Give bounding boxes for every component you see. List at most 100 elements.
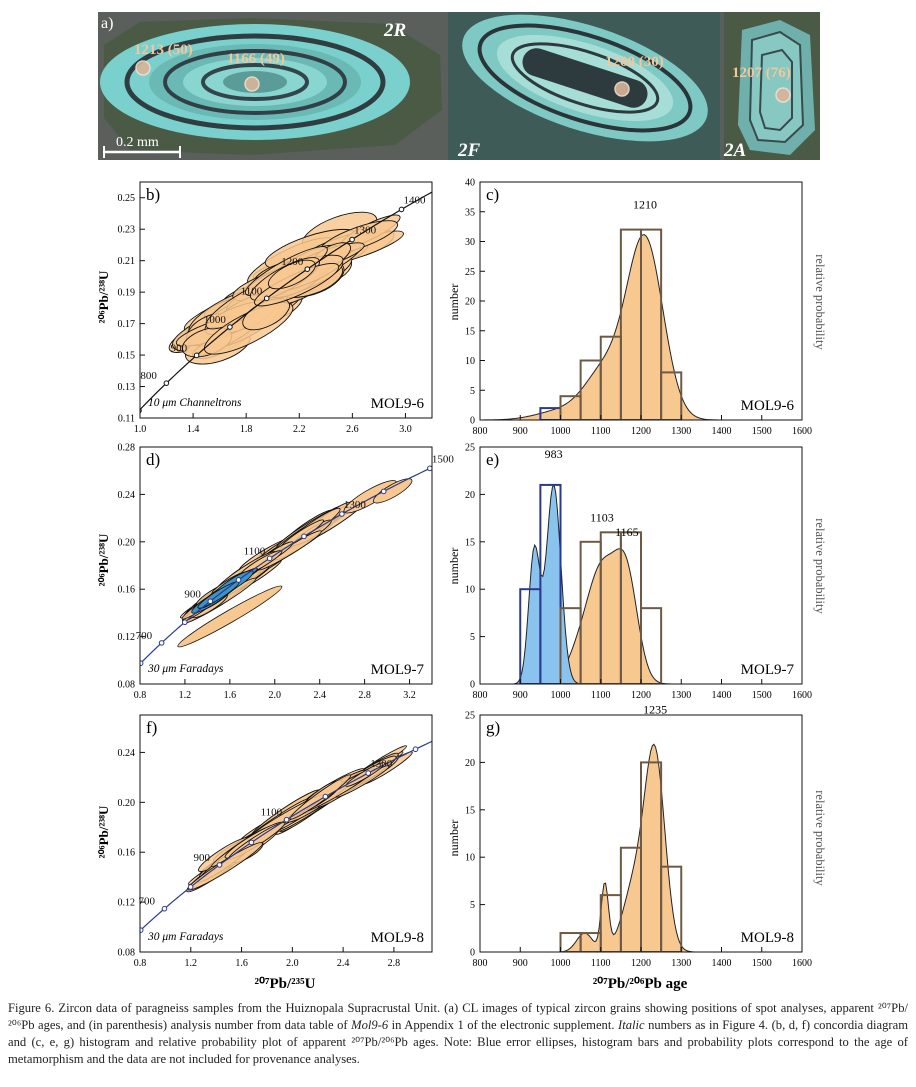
- spot-label-1213: 1213 (50): [134, 42, 193, 58]
- concordia-age-label: 1000: [204, 314, 227, 326]
- x-tick-label: 800: [473, 426, 488, 437]
- y-title-d: ²⁰⁶Pb/²³⁸U: [96, 533, 111, 586]
- chart-d: 700 900 1100 1300 1500 30 μm Faradays 0.8 1.2 1.…: [118, 443, 455, 702]
- y-tick-label: 0: [470, 948, 475, 959]
- x-tick-label: 1.2: [185, 958, 198, 969]
- grain-2f-image: [448, 12, 720, 160]
- histogram-bar: [640, 761, 663, 952]
- x-tick-label: 1.6: [224, 690, 237, 701]
- concordia-age-label: 900: [194, 852, 211, 864]
- concordia-age-marker: [465, 723, 470, 728]
- concordia-age-label: 700: [138, 896, 155, 908]
- sample-label: MOL9-6: [371, 396, 425, 412]
- y-tick-label: 0.08: [118, 948, 136, 959]
- panel-label: f): [146, 718, 157, 737]
- y-tick-label: 15: [465, 537, 475, 548]
- y-tick-label: 40: [465, 178, 475, 189]
- x-tick-label: 1600: [792, 426, 812, 437]
- y-tick-label: 0.25: [118, 193, 136, 204]
- x-title-hist: ²⁰⁷Pb/²⁰⁶Pb age: [593, 976, 688, 992]
- x-tick-label: 900: [513, 690, 528, 701]
- concordia-age-marker: [454, 177, 459, 182]
- spot-1200: [614, 81, 630, 97]
- spot-label-1207: 1207 (76): [732, 65, 791, 81]
- figure: a) 1213 (50) 1166 (49) 1200 (30) 1207 (7…: [96, 12, 827, 992]
- sample-label: MOL9-7: [371, 662, 425, 678]
- concordia-age-marker: [158, 640, 165, 646]
- grain-label-2a: 2A: [723, 140, 746, 161]
- panel-a: a) 1213 (50) 1166 (49) 1200 (30) 1207 (7…: [98, 12, 820, 161]
- concordia-age-marker: [304, 266, 311, 272]
- y-tick-label: 25: [465, 443, 475, 454]
- x-tick-label: 2.0: [269, 690, 282, 701]
- x-tick-label: 1500: [752, 958, 772, 969]
- spot-1207: [775, 87, 791, 103]
- x-tick-label: 2.8: [358, 690, 371, 701]
- prob-title-c: relative probability: [813, 254, 827, 350]
- concordia-age-marker: [161, 905, 168, 912]
- peak-age-label: 1235: [643, 703, 667, 717]
- x-tick-label: 1500: [752, 690, 772, 701]
- x-tick-label: 1200: [631, 690, 651, 701]
- concordia-age-marker: [283, 816, 290, 823]
- x-tick-label: 1100: [591, 426, 611, 437]
- y-tick-label: 0.11: [118, 414, 135, 425]
- caption-part-2: in Appendix 1 of the electronic suppleme…: [388, 1018, 618, 1032]
- x-tick-label: 1500: [752, 426, 772, 437]
- x-tick-label: 1300: [671, 958, 691, 969]
- plot-frame: [139, 714, 433, 953]
- y-tick-label: 0.15: [118, 351, 136, 362]
- concordia-age-marker: [339, 511, 345, 517]
- plot-area-b: [112, 177, 459, 440]
- y-tick-label: 10: [465, 853, 475, 864]
- x-tick-label: 1.0: [134, 424, 147, 435]
- y-tick-label: 0.20: [118, 537, 136, 548]
- concordia-age-marker: [140, 927, 144, 933]
- x-tick-label: 2.8: [388, 958, 401, 969]
- concordia-age-label: 1100: [241, 285, 263, 297]
- spot-1166: [244, 76, 260, 92]
- x-tick-label: 2.4: [337, 958, 350, 969]
- spot-1213: [135, 60, 151, 76]
- prob-title-e: relative probability: [813, 518, 827, 614]
- x-tick-label: 1200: [631, 958, 651, 969]
- concordia-age-marker: [266, 555, 273, 562]
- panel-label: c): [486, 185, 499, 204]
- y-tick-label: 10: [465, 356, 475, 367]
- y-tick-label: 0.19: [118, 288, 136, 299]
- x-tick-label: 2.0: [286, 958, 299, 969]
- method-note: 30 μm Faradays: [147, 663, 224, 675]
- concordia-age-marker: [112, 435, 117, 440]
- concordia-age-marker: [181, 619, 188, 626]
- figure-caption: Figure 6. Zircon data of paragneiss samp…: [8, 1000, 908, 1068]
- concordia-age-marker: [427, 465, 432, 472]
- concordia-age-marker: [227, 324, 233, 330]
- scale-bar: 0.2 mm: [103, 135, 181, 158]
- sample-label: MOL9-7: [741, 662, 795, 678]
- x-tick-label: 900: [513, 958, 528, 969]
- concordia-age-marker: [365, 770, 372, 776]
- plot-area-e: [480, 483, 802, 684]
- concordia-age-label: 1100: [261, 807, 283, 819]
- concordia-age-label: 1300: [370, 758, 393, 770]
- sample-label: MOL9-6: [741, 398, 795, 414]
- x-tick-label: 0.8: [134, 690, 147, 701]
- x-tick-label: 1300: [671, 690, 691, 701]
- y-tick-label: 35: [465, 207, 475, 218]
- x-tick-label: 1400: [712, 426, 732, 437]
- y-title-c: number: [447, 284, 461, 321]
- y-tick-label: 5: [470, 386, 475, 397]
- concordia-age-label: 1300: [344, 499, 367, 511]
- y-tick-label: 20: [465, 758, 475, 769]
- concordia-age-label: 1400: [403, 194, 426, 206]
- plot-area-d: [140, 465, 432, 667]
- y-tick-label: 20: [465, 490, 475, 501]
- caption-part-1: Figure 6. Zircon data of paragneiss samp…: [8, 1001, 908, 1032]
- y-tick-label: 0.21: [118, 256, 136, 267]
- chart-b: 800 900 1000 1100 1200 1300 1400 10 μm Channelt…: [112, 177, 459, 440]
- y-tick-label: 5: [470, 632, 475, 643]
- x-tick-label: 2.4: [313, 690, 326, 701]
- x-title-concordia: ²⁰⁷Pb/²³⁵U: [254, 976, 315, 992]
